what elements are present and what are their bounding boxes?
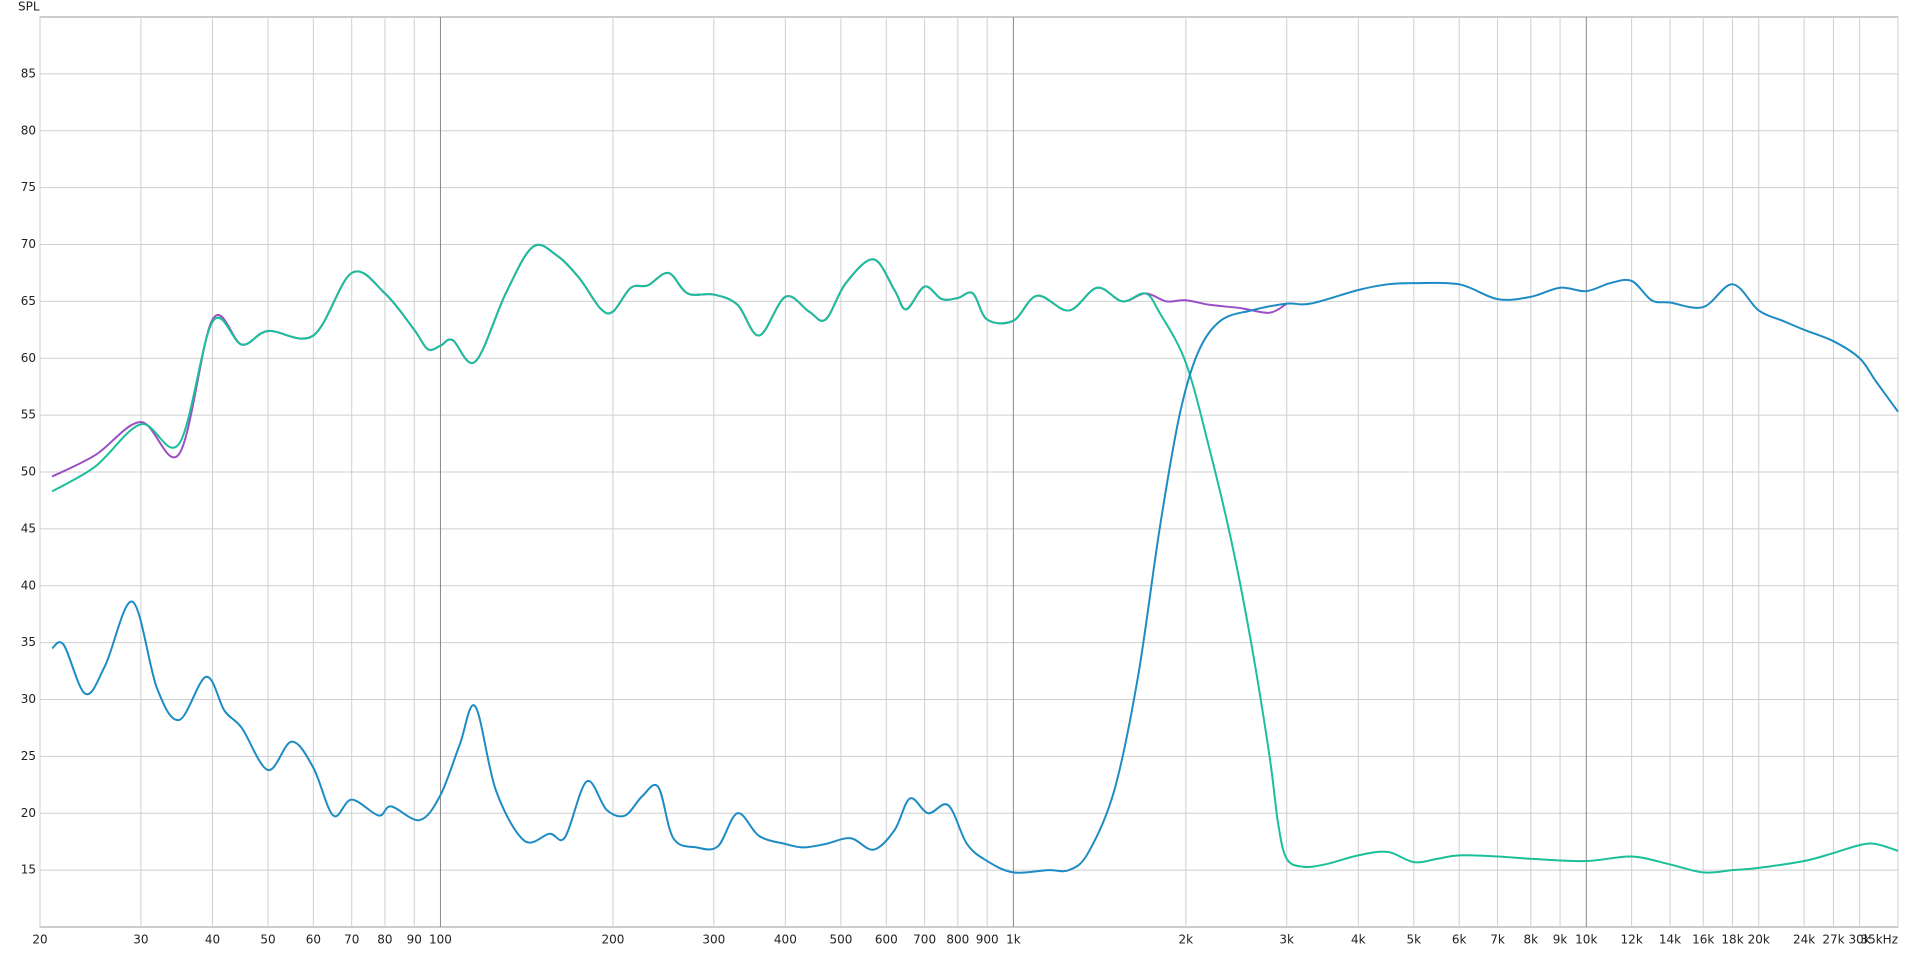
x-tick-label: 400 (774, 933, 797, 947)
y-axis-label: SPL (18, 0, 40, 14)
y-tick-label: 30 (21, 692, 36, 706)
y-tick-label: 70 (21, 237, 36, 251)
x-tick-label: 7k (1490, 933, 1505, 947)
series-line (51, 243, 1899, 874)
x-tick-label: 3k (1279, 933, 1294, 947)
y-tick-label: 85 (21, 66, 36, 80)
x-tick-label: 20k (1748, 933, 1770, 947)
x-tick-label: 90 (407, 933, 422, 947)
x-tick-label: 30 (133, 933, 148, 947)
y-tick-label: 65 (21, 294, 36, 308)
x-tick-label: 8k (1523, 933, 1538, 947)
y-tick-label: 80 (21, 123, 36, 137)
x-tick-label: 600 (875, 933, 898, 947)
y-tick-label: 25 (21, 749, 36, 763)
x-tick-label: 12k (1621, 933, 1643, 947)
x-tick-label: 10k (1575, 933, 1597, 947)
x-tick-label: 4k (1351, 933, 1366, 947)
x-tick-label: 70 (344, 933, 359, 947)
x-tick-label: 18k (1721, 933, 1743, 947)
y-tick-label: 35 (21, 635, 36, 649)
x-tick-label: 300 (702, 933, 725, 947)
x-tick-label: 20 (32, 933, 47, 947)
y-tick-label: 75 (21, 180, 36, 194)
x-tick-label: 800 (946, 933, 969, 947)
x-tick-label: 1k (1006, 933, 1021, 947)
x-tick-label: 27k (1822, 933, 1844, 947)
x-tick-label: 2k (1179, 933, 1194, 947)
x-tick-label: 200 (601, 933, 624, 947)
y-tick-label: 45 (21, 521, 36, 535)
x-tick-label: 500 (829, 933, 852, 947)
x-tick-label: 9k (1553, 933, 1568, 947)
series-line (51, 278, 1899, 874)
x-tick-label: 700 (913, 933, 936, 947)
x-tick-label: 100 (429, 933, 452, 947)
x-tick-label: 5k (1407, 933, 1422, 947)
y-tick-label: 60 (21, 351, 36, 365)
x-tick-label: 50 (260, 933, 275, 947)
x-tick-label: 24k (1793, 933, 1815, 947)
x-tick-label: 35kHz (1860, 933, 1898, 947)
x-tick-label: 6k (1452, 933, 1467, 947)
x-tick-label: 40 (205, 933, 220, 947)
y-tick-label: 20 (21, 806, 36, 820)
x-tick-label: 30k (1849, 933, 1871, 947)
y-tick-label: 55 (21, 408, 36, 422)
x-tick-label: 16k (1692, 933, 1714, 947)
x-tick-label: 900 (976, 933, 999, 947)
x-tick-label: 60 (306, 933, 321, 947)
x-tick-label: 14k (1659, 933, 1681, 947)
y-tick-label: 50 (21, 465, 36, 479)
x-tick-label: 80 (377, 933, 392, 947)
y-tick-label: 40 (21, 578, 36, 592)
y-tick-label: 15 (21, 863, 36, 877)
